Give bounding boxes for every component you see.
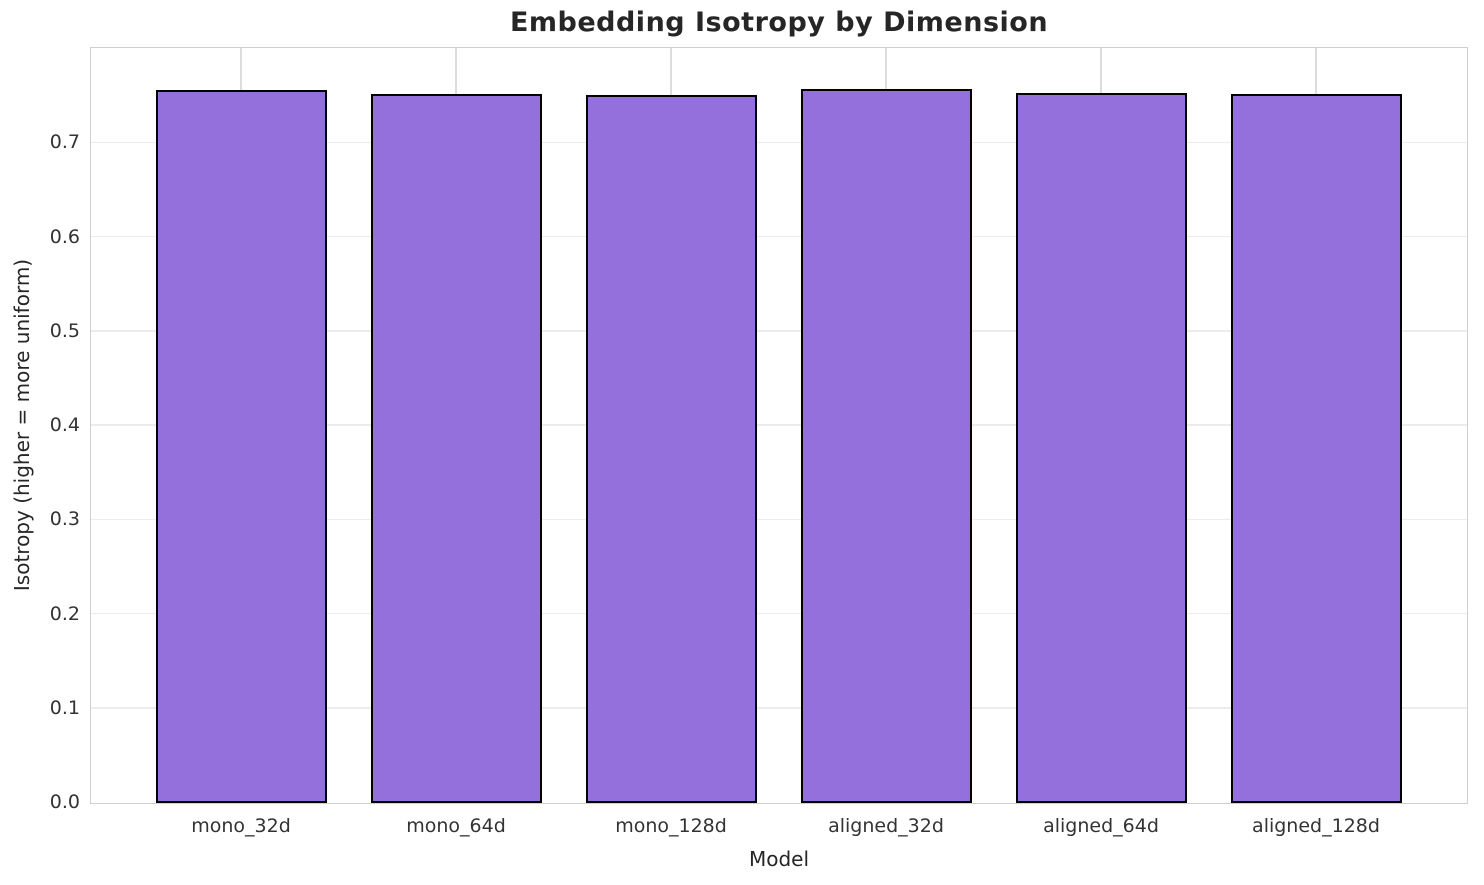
bar-aligned_128d [1230,94,1402,803]
x-axis-label: Model [748,847,810,871]
bar-aligned_32d [800,89,972,803]
bar-mono_128d [585,95,757,803]
y-tick-label: 0.2 [49,602,80,625]
y-tick-label: 0.5 [49,319,80,342]
x-tick-label: aligned_128d [1252,815,1380,837]
y-tick-label: 0.0 [49,791,80,813]
bar-aligned_64d [1015,93,1187,803]
h-gridline [91,707,1467,709]
y-tick-label: 0.4 [49,414,80,436]
h-gridline [91,518,1467,520]
h-gridline [91,330,1467,332]
x-tick-label: mono_128d [615,815,727,837]
y-tick-label: 0.6 [49,225,80,248]
x-tick-label: mono_32d [191,815,291,837]
plot-area: 0.0 0.1 0.2 0.3 0.4 0.5 0.6 0.7 mono_32d mono_64d… [50,47,1468,837]
bar-mono_32d [155,90,327,803]
h-gridline [91,612,1467,615]
bar-mono_64d [370,94,542,803]
x-tick-label: mono_64d [406,815,506,837]
h-gridline [91,235,1467,238]
y-tick-label: 0.7 [49,131,80,154]
y-tick-label: 0.1 [49,696,80,719]
x-tick-label: aligned_32d [828,815,944,837]
chart-title: Embedding Isotropy by Dimension [509,7,1049,38]
x-tick-label: aligned_64d [1043,815,1159,837]
y-tick-label: 0.3 [49,508,80,531]
h-gridline [91,141,1467,143]
h-gridline [91,424,1467,426]
y-axis-label: Isotropy (higher = more uniform) [10,258,34,592]
